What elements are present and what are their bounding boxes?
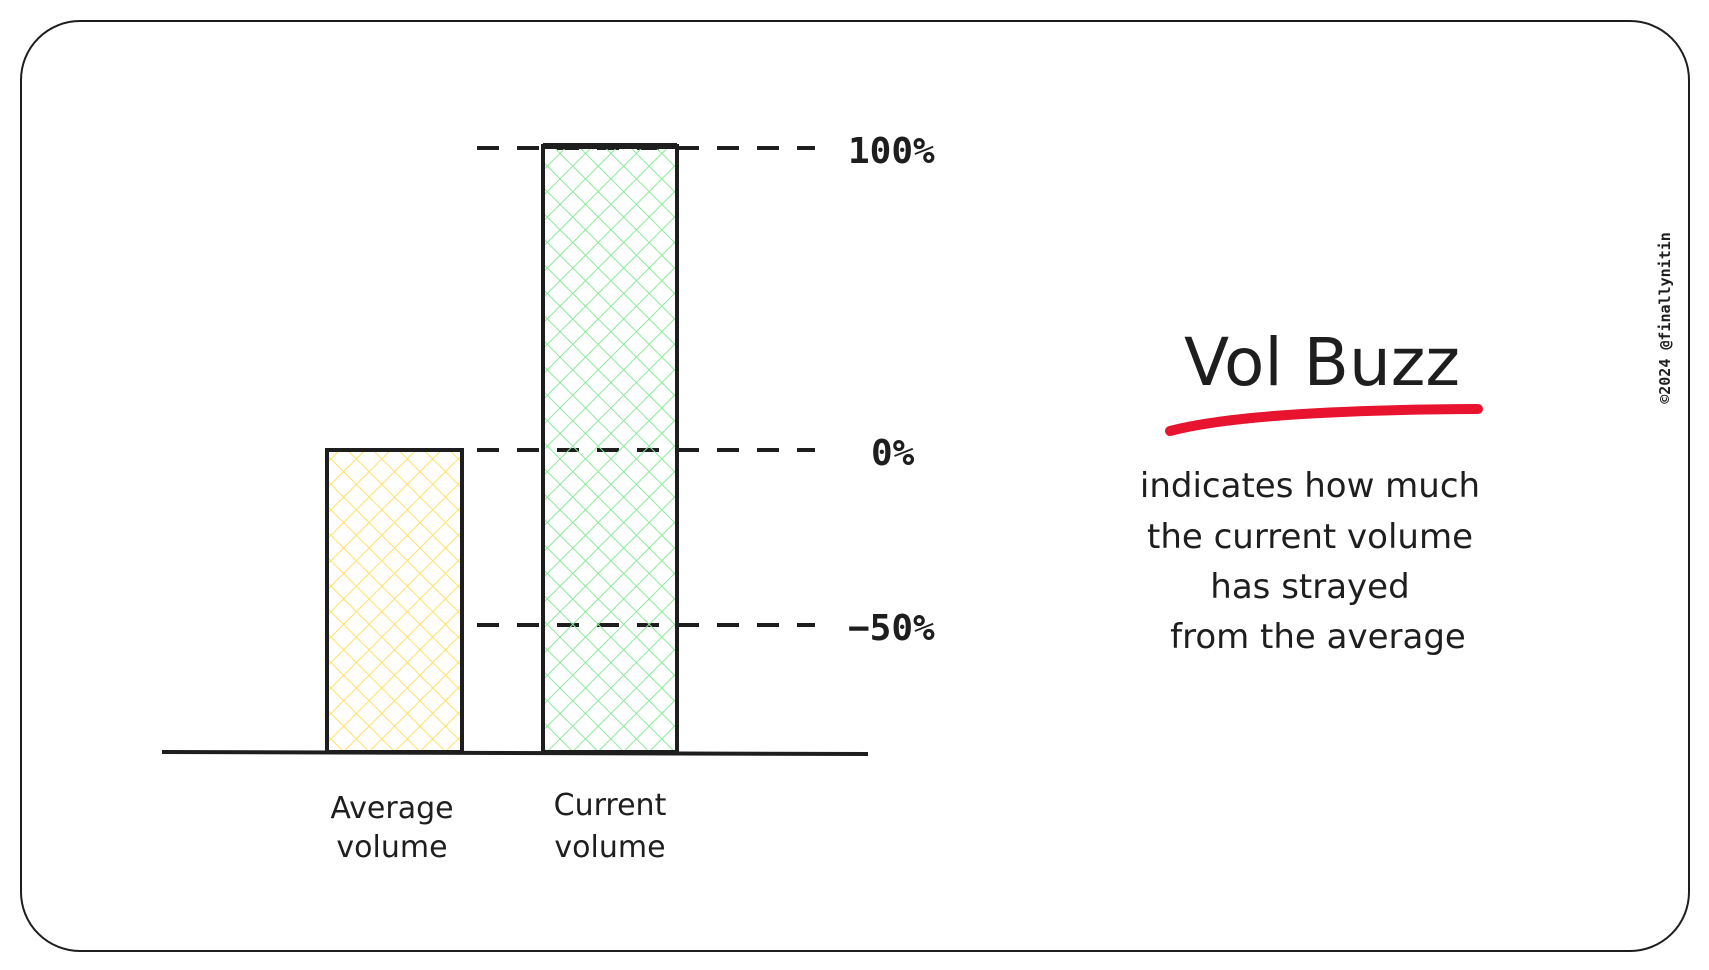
description-line-4: from the average [1170,617,1466,657]
title-underline [1165,404,1483,436]
description-line-1: indicates how much [1140,466,1480,506]
bar-label-average-line2: volume [336,830,447,865]
level-label-100: 100% [848,131,935,172]
level-label-0: 0% [871,433,915,474]
card-frame [20,20,1690,952]
copyright: ©2024 @finallynitin [1656,232,1674,404]
level-label-minus50: −50% [848,608,935,649]
bar-label-current-line1: Current [554,788,667,823]
baseline [161,750,869,756]
bar-current-volume [541,144,679,754]
title: Vol Buzz [1184,324,1460,401]
description-line-3: has strayed [1210,567,1409,607]
bar-average-volume [325,448,464,754]
bar-label-average-line1: Average [330,791,453,826]
bar-label-current-line2: volume [554,830,665,865]
description-line-2: the current volume [1147,517,1473,557]
